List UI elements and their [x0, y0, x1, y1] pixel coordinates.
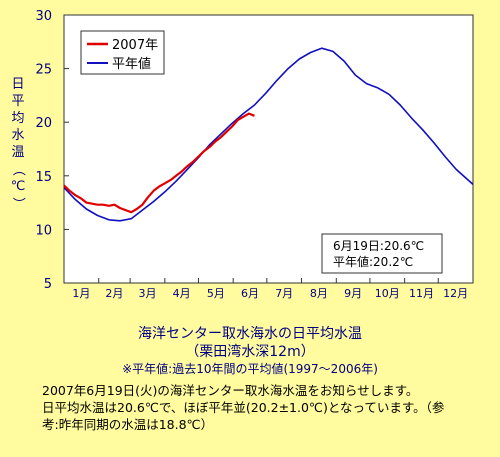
message-line-3: 考:昨年同期の水温は18.8℃）	[42, 417, 214, 432]
legend-label: 平年値	[112, 56, 151, 72]
annotation-line-1: 6月19日:20.6℃	[333, 239, 424, 253]
notice-message: 2007年6月19日(火)の海洋センター取水海水温をお知らせします。 日平均水温…	[42, 382, 492, 433]
annotation-line-2: 平年値:20.2℃	[333, 254, 413, 269]
x-tick-label: 12月	[443, 287, 468, 300]
legend-box	[80, 30, 165, 75]
line-chart: 5 10 15 20 25 30 1月 2月 3月 4月 5月 6月 7月 8月 9月 10月 11月 12月 2…	[35, 9, 474, 300]
x-tick-label: 10月	[375, 287, 400, 300]
y-tick-label: 15	[35, 170, 52, 185]
x-tick-label: 11月	[409, 287, 434, 300]
y-tick-label: 5	[44, 277, 52, 292]
y-tick-label: 25	[35, 63, 52, 78]
x-tick-label: 7月	[275, 287, 293, 300]
x-tick-label: 3月	[138, 287, 156, 300]
message-line-2: 日平均水温は20.6℃で、ほぼ平年並(20.2±1.0℃)となっています。（参	[42, 400, 445, 415]
x-tick-label: 2月	[105, 287, 123, 300]
x-tick-label: 5月	[207, 287, 225, 300]
x-tick-label: 6月	[241, 287, 259, 300]
x-tick-label: 9月	[344, 287, 362, 300]
series-line-normal	[63, 47, 474, 222]
series-line-2007	[63, 112, 255, 214]
chart-title: 海洋センター取水海水の日平均水温	[138, 326, 362, 342]
y-axis-title: 日平均水温 （℃）	[10, 77, 26, 210]
x-tick-label: 1月	[72, 287, 90, 300]
chart-subtitle: （栗田湾水深12m）	[185, 344, 315, 360]
chart-note: ※平年値:過去10年間の平均値(1997～2006年)	[122, 362, 378, 376]
x-tick-label: 4月	[173, 287, 191, 300]
legend-label: 2007年	[112, 38, 158, 53]
annotation-frame	[321, 233, 443, 274]
y-tick-label: 10	[35, 223, 52, 238]
y-tick-label: 20	[35, 116, 52, 131]
y-tick-label: 30	[35, 9, 52, 24]
x-tick-label: 8月	[310, 287, 328, 300]
message-line-1: 2007年6月19日(火)の海洋センター取水海水温をお知らせします。	[42, 383, 419, 398]
